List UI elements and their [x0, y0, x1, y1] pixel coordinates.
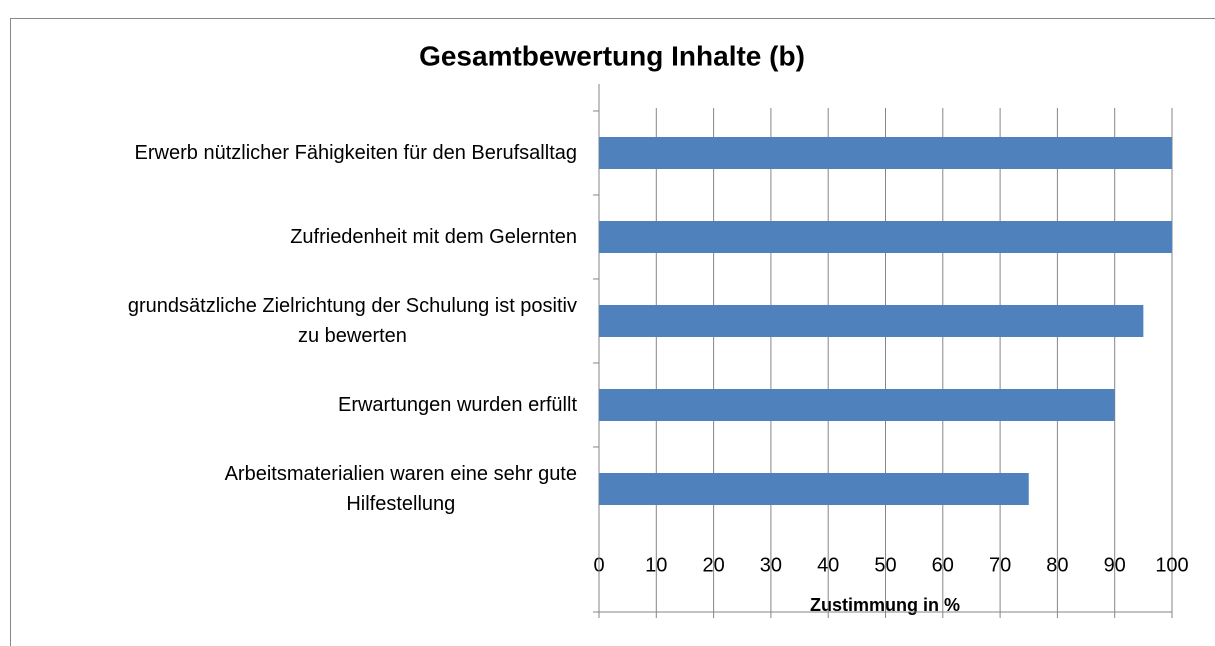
- x-tick-label: 40: [817, 554, 839, 576]
- y-tick-label: Erwartungen wurden erfüllt: [337, 394, 577, 416]
- x-tick-label: 100: [1155, 554, 1188, 576]
- bar: [599, 221, 1172, 253]
- chart-frame: [10, 18, 1215, 646]
- y-tick-label: grundsätzliche Zielrichtung der Schulung…: [127, 295, 577, 347]
- x-tick-label: 20: [702, 554, 724, 576]
- y-tick-label: Erwerb nützlicher Fähigkeiten für den Be…: [134, 142, 577, 164]
- bar: [599, 473, 1029, 505]
- x-tick-label: 80: [1046, 554, 1068, 576]
- x-tick-label: 50: [874, 554, 896, 576]
- bar: [599, 389, 1115, 421]
- x-tick-label: 10: [645, 554, 667, 576]
- bar: [599, 305, 1144, 337]
- x-tick-label: 30: [760, 554, 782, 576]
- y-tick-label: Arbeitsmaterialien waren eine sehr gute …: [224, 463, 577, 515]
- bar: [599, 137, 1172, 169]
- x-tick-label: 70: [989, 554, 1011, 576]
- y-tick-label: Zufriedenheit mit dem Gelernten: [290, 226, 577, 248]
- x-tick-label: 60: [932, 554, 954, 576]
- chart-title: Gesamtbewertung Inhalte (b): [419, 40, 805, 71]
- x-tick-label: 90: [1104, 554, 1126, 576]
